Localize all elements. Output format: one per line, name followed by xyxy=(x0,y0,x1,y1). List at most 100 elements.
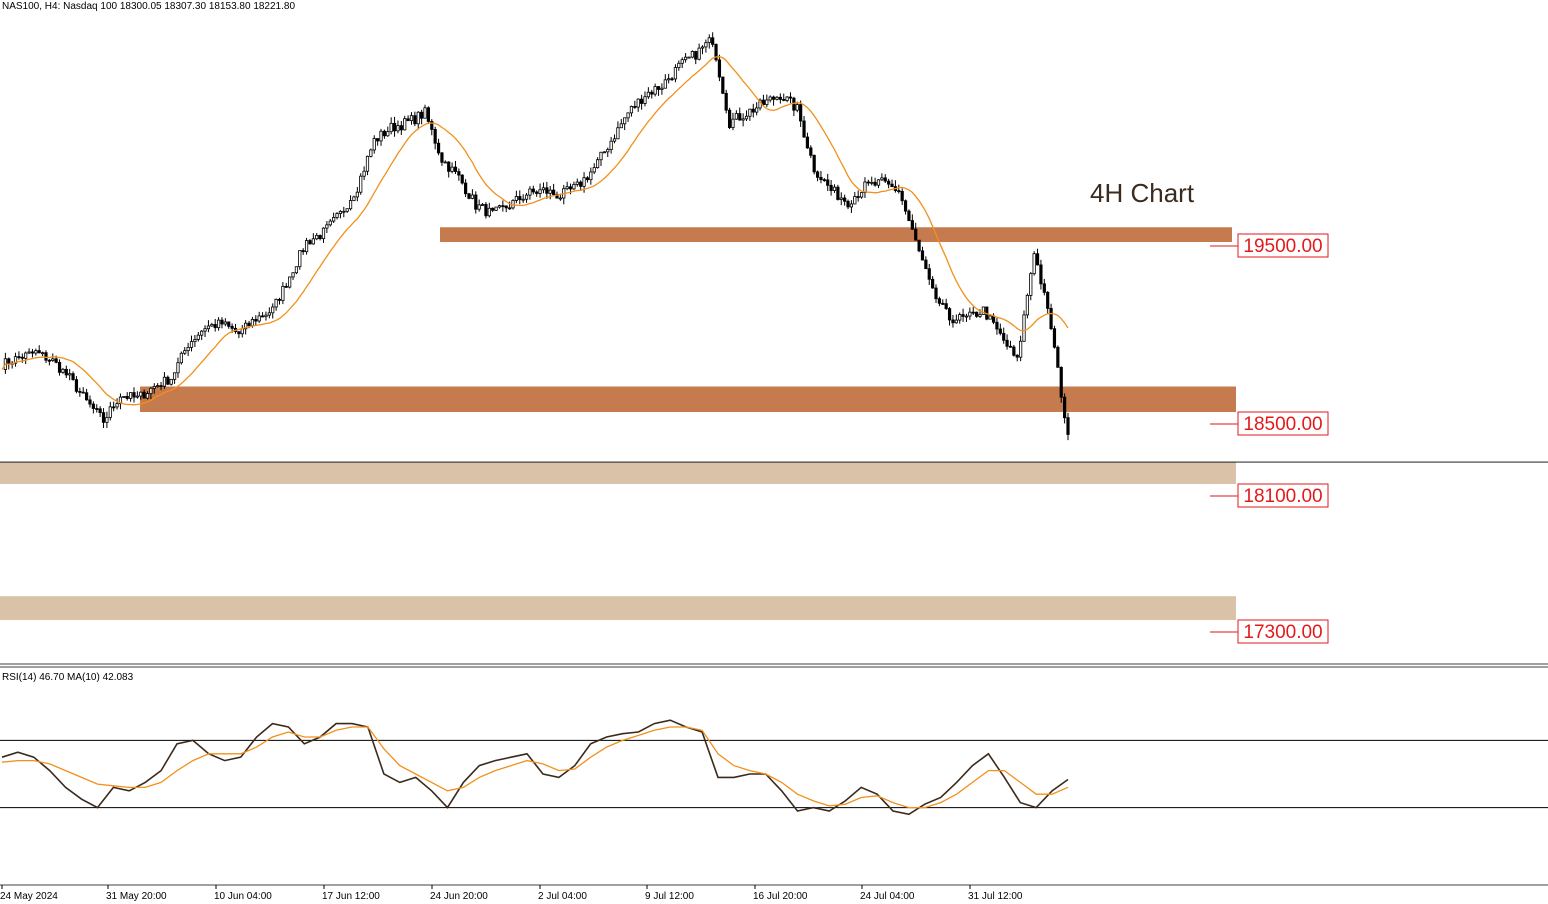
candle-body xyxy=(863,181,867,193)
candle-body xyxy=(920,250,925,261)
candle-body xyxy=(183,350,187,354)
candle-body xyxy=(690,51,694,58)
candle-body xyxy=(186,347,190,352)
candle-body xyxy=(135,395,139,398)
candle-body xyxy=(491,207,495,211)
candle-body xyxy=(71,373,75,381)
candle-body xyxy=(650,91,654,95)
candle-body xyxy=(859,192,864,198)
candle-body xyxy=(467,193,471,199)
candle-body xyxy=(430,121,434,130)
candle-body xyxy=(281,285,285,301)
candle-body xyxy=(108,406,112,418)
candle-body xyxy=(494,206,498,211)
candle-body xyxy=(474,194,478,210)
candle-body xyxy=(112,406,116,409)
x-axis-label: 31 Jul 12:00 xyxy=(968,891,1023,902)
candle-body xyxy=(267,312,271,316)
candle-body xyxy=(826,179,830,186)
candle-body xyxy=(755,107,759,113)
candle-body xyxy=(176,362,180,374)
candle-body xyxy=(782,98,786,101)
candle-body xyxy=(389,122,393,133)
candle-body xyxy=(731,118,735,128)
candle-body xyxy=(13,356,18,364)
candle-body xyxy=(914,228,918,241)
candle-body xyxy=(420,111,424,119)
x-axis-label: 24 Jul 04:00 xyxy=(860,891,915,902)
candle-body xyxy=(122,396,126,398)
candle-body xyxy=(1042,283,1046,293)
candle-body xyxy=(44,352,48,361)
candle-body xyxy=(85,392,89,401)
candle-body xyxy=(903,200,908,212)
candle-body xyxy=(321,227,326,240)
candle-body xyxy=(897,190,901,192)
candle-body xyxy=(721,76,725,94)
candle-body xyxy=(1035,253,1040,266)
candle-body xyxy=(447,161,451,172)
candle-body xyxy=(477,204,481,210)
candle-body xyxy=(423,107,427,119)
candle-body xyxy=(34,350,38,354)
x-axis-label: 16 Jul 20:00 xyxy=(753,891,808,902)
candle-body xyxy=(795,104,799,111)
candle-body xyxy=(436,142,441,154)
candle-body xyxy=(1056,346,1060,368)
candle-body xyxy=(744,115,749,120)
candle-body xyxy=(900,191,904,202)
candle-body xyxy=(849,203,854,208)
x-axis-label: 17 Jun 12:00 xyxy=(322,891,380,902)
candle-body xyxy=(988,315,992,320)
candle-body xyxy=(775,96,779,100)
candle-body xyxy=(683,56,688,61)
candle-body xyxy=(785,96,789,101)
candle-body xyxy=(609,140,613,150)
candle-body xyxy=(497,205,502,208)
candle-body xyxy=(778,96,782,100)
candle-body xyxy=(460,174,464,184)
candle-body xyxy=(30,351,35,354)
candle-body xyxy=(24,352,28,359)
candle-body xyxy=(917,239,921,252)
candle-body xyxy=(254,319,258,322)
candle-body xyxy=(866,181,870,184)
candle-body xyxy=(535,191,539,194)
candle-body xyxy=(288,276,292,288)
level-zone xyxy=(440,227,1232,242)
candle-body xyxy=(552,189,556,195)
candle-body xyxy=(294,266,299,274)
candle-body xyxy=(815,171,820,178)
candle-body xyxy=(159,385,163,388)
candle-body xyxy=(937,298,942,304)
candle-body xyxy=(81,391,85,394)
candle-body xyxy=(457,171,461,176)
candle-body xyxy=(717,59,722,78)
candle-body xyxy=(802,120,806,138)
candle-body xyxy=(748,108,752,117)
candle-body xyxy=(565,186,569,190)
candle-body xyxy=(572,184,576,190)
candle-body xyxy=(118,396,123,405)
level-zone xyxy=(0,462,1236,484)
candle-body xyxy=(660,87,664,90)
candle-body xyxy=(213,324,217,329)
candle-body xyxy=(548,189,552,194)
candle-body xyxy=(819,176,823,181)
support-resistance-zones xyxy=(0,227,1236,620)
candle-body xyxy=(200,330,204,336)
candle-body xyxy=(643,96,647,104)
candle-body xyxy=(68,373,72,376)
candle-body xyxy=(673,67,678,80)
candle-body xyxy=(981,306,985,315)
candle-body xyxy=(924,259,928,270)
candle-body xyxy=(1049,308,1053,330)
candle-body xyxy=(843,197,847,202)
candle-body xyxy=(1052,328,1057,348)
candle-body xyxy=(771,96,776,100)
candle-body xyxy=(504,205,508,209)
candle-body xyxy=(64,368,68,376)
candle-body xyxy=(579,181,583,187)
candle-body xyxy=(1025,294,1029,316)
candle-body xyxy=(145,393,150,399)
